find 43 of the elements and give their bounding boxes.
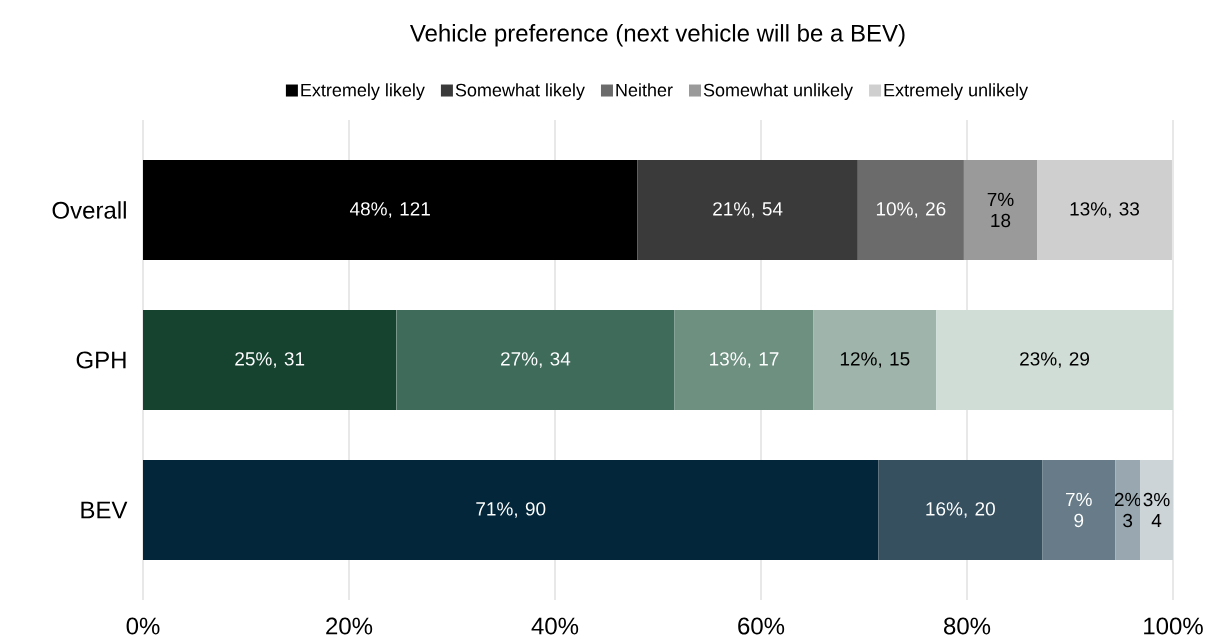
data-label: 12%, 15: [840, 352, 910, 368]
bar: [857, 159, 964, 261]
x-tick-label: 60%: [738, 617, 785, 635]
legend-label: Somewhat unlikely: [703, 83, 853, 101]
data-label: 21%, 54: [713, 202, 783, 218]
bar: [963, 159, 1038, 261]
x-tick-label: 100%: [1144, 617, 1203, 635]
legend-label: Neither: [616, 83, 673, 97]
data-label: 23%, 29: [1020, 352, 1090, 368]
x-tick-label: 0%: [126, 617, 160, 635]
y-tick-label: Overall: [52, 201, 126, 219]
data-label: 13%, 33: [1070, 202, 1140, 218]
chart-title: Vehicle preference (next vehicle will be a BEV): [409, 24, 905, 47]
legend-label: Somewhat likely: [455, 83, 585, 101]
legend-label: Extremely unlikely: [884, 83, 1029, 101]
x-tick-label: 40%: [531, 617, 579, 635]
data-label: 7% 9: [1066, 492, 1092, 528]
bar: [1042, 459, 1116, 561]
data-label: 7% 18: [987, 192, 1014, 228]
bar: [674, 309, 814, 411]
x-tick-label: 80%: [944, 617, 991, 635]
bar: [396, 309, 675, 411]
y-tick-label: GPH: [76, 351, 126, 369]
y-tick-label: BEV: [81, 501, 128, 519]
data-label: 10%, 26: [876, 202, 946, 218]
data-label: 48%, 121: [349, 202, 430, 218]
bar: [878, 459, 1043, 561]
bar: [637, 159, 858, 261]
data-label: 27%, 34: [501, 352, 571, 368]
bar: [143, 159, 638, 261]
legend-label: Extremely likely: [301, 83, 425, 101]
bar: [1140, 459, 1173, 561]
data-label: 13%, 17: [710, 352, 779, 368]
data-label: 71%, 90: [476, 502, 546, 518]
bar: [813, 309, 937, 411]
x-tick-label: 20%: [326, 617, 373, 635]
data-label: 16%, 20: [926, 502, 995, 518]
bar: [143, 309, 397, 411]
bar: [143, 459, 879, 561]
data-label: 25%, 31: [235, 352, 305, 368]
data-label: 2% 3: [1114, 492, 1141, 528]
bar: [1115, 459, 1141, 561]
data-label: 3% 4: [1143, 492, 1170, 528]
